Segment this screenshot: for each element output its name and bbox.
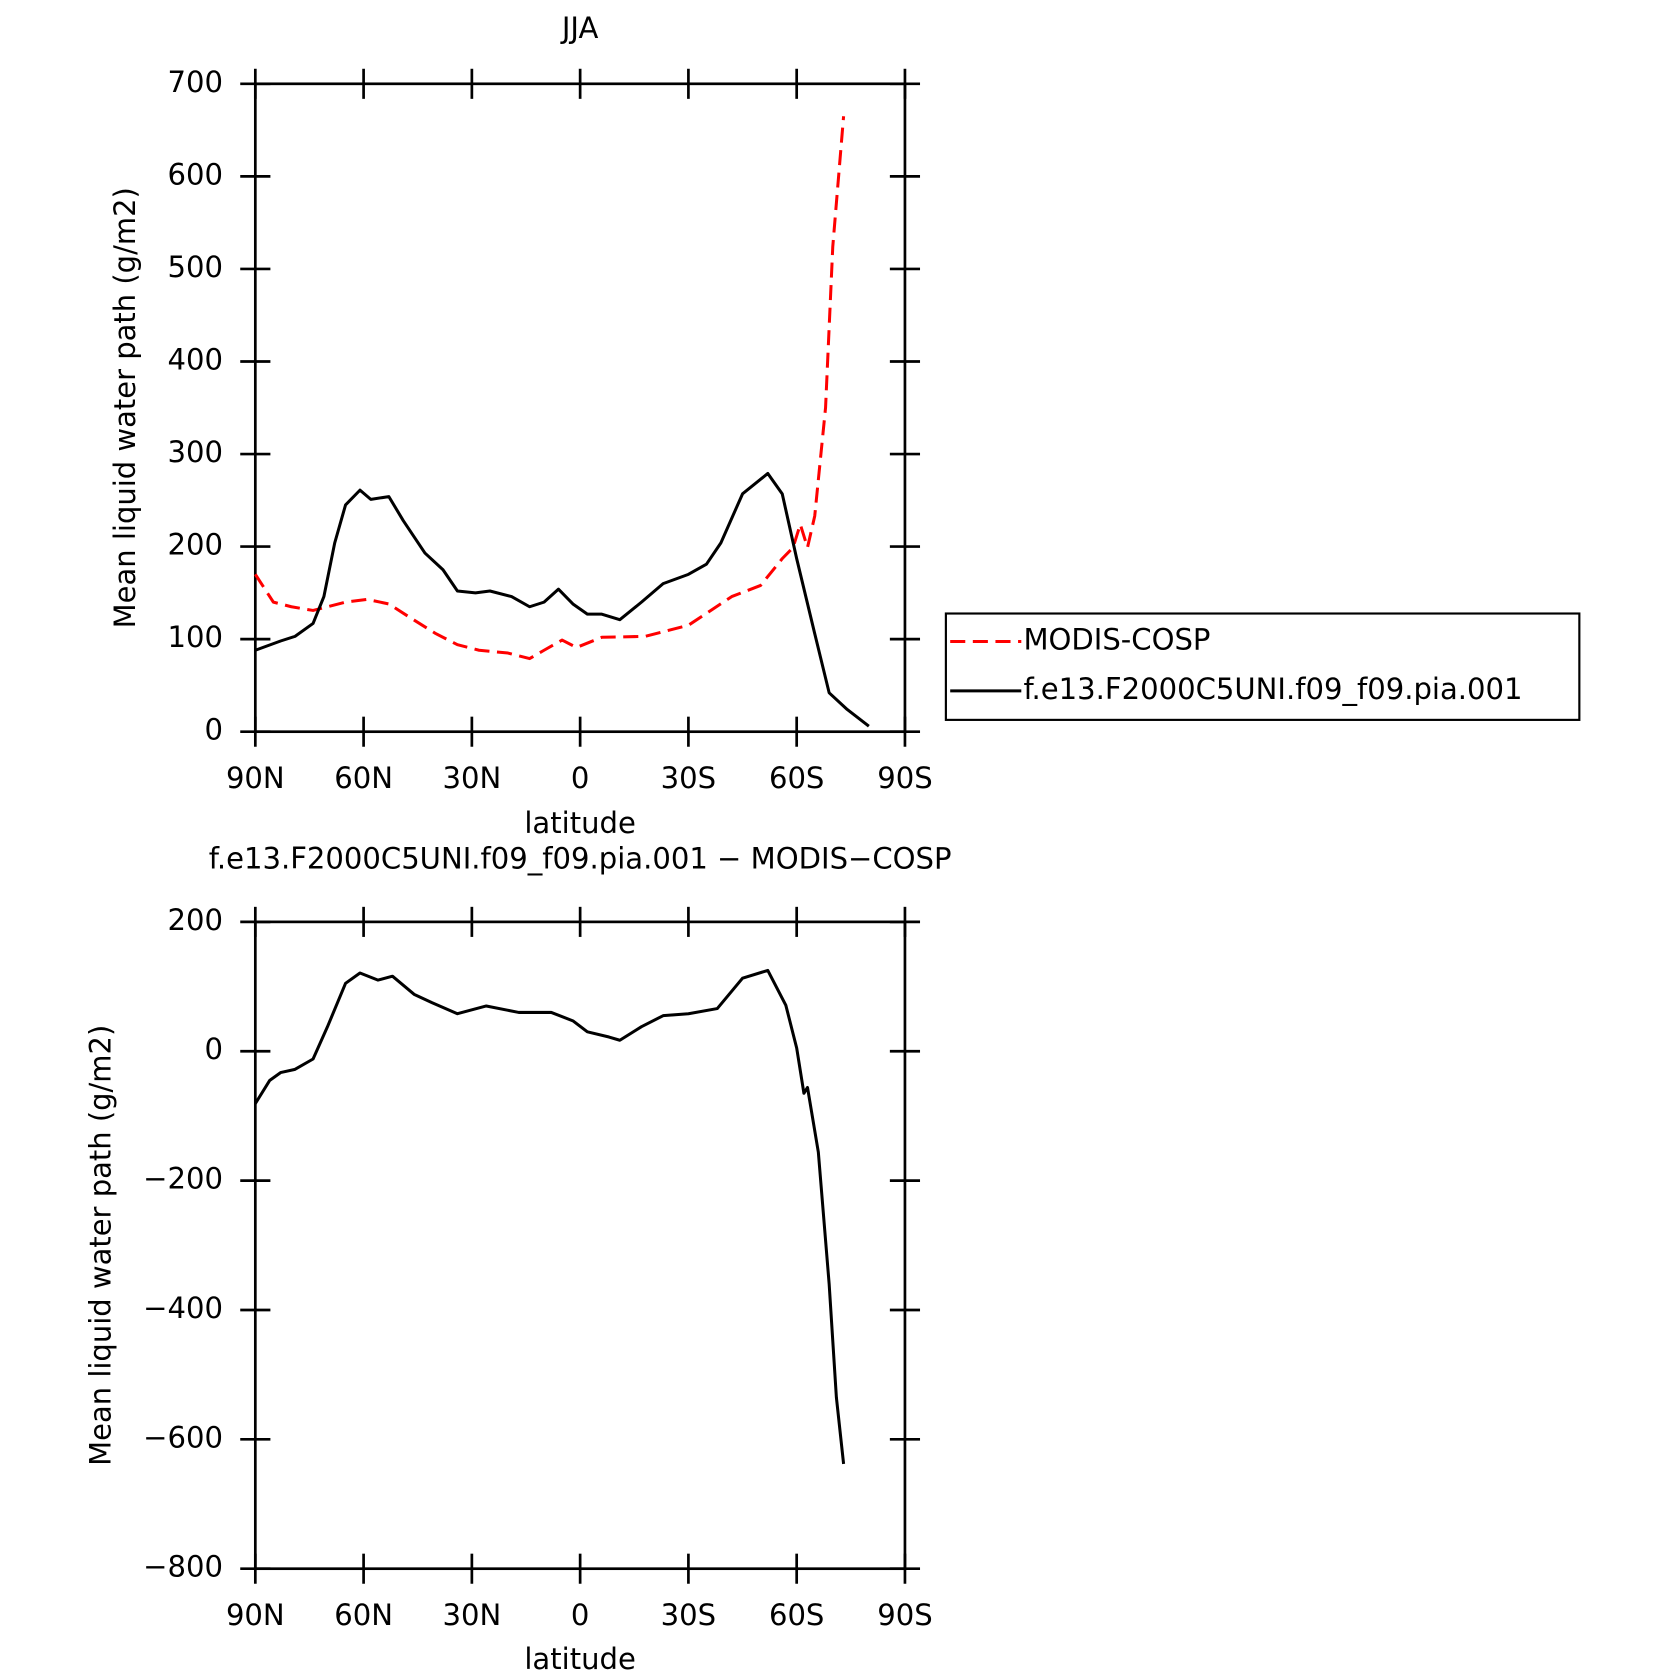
y-tick-label: −400 <box>143 1291 223 1325</box>
x-axis-label: latitude <box>524 806 636 840</box>
x-tick-label: 30N <box>442 1598 501 1632</box>
plot-frame <box>253 82 907 734</box>
y-tick-label: 300 <box>168 435 223 469</box>
y-tick-label: 0 <box>204 713 223 747</box>
y-tick-label: 600 <box>168 157 223 191</box>
y-tick-label: 700 <box>168 65 223 99</box>
x-tick-label: 90N <box>226 1598 285 1632</box>
y-axis-label: Mean liquid water path (g/m2) <box>83 1025 117 1466</box>
x-tick-label: 90S <box>877 761 932 795</box>
y-tick-label: −600 <box>143 1420 223 1454</box>
plot-frame <box>253 920 907 1571</box>
y-tick-label: 400 <box>168 343 223 377</box>
data-line <box>254 116 846 661</box>
x-tick-label: 60N <box>334 761 393 795</box>
legend-box <box>944 612 1581 721</box>
chart-title: JJA <box>560 11 599 45</box>
y-tick-label: 100 <box>168 620 223 654</box>
chart-title: f.e13.F2000C5UNI.f09_f09.pia.001 − MODIS… <box>209 842 952 876</box>
x-tick-label: 90S <box>877 1598 932 1632</box>
x-tick-label: 90N <box>226 761 285 795</box>
legend-label: MODIS-COSP <box>1023 622 1210 656</box>
x-tick-label: 60S <box>769 1598 824 1632</box>
data-line <box>254 968 846 1465</box>
x-tick-label: 0 <box>571 761 590 795</box>
y-tick-label: 200 <box>168 528 223 562</box>
x-tick-label: 30S <box>661 1598 716 1632</box>
x-axis-label: latitude <box>524 1642 636 1674</box>
x-tick-label: 60N <box>334 1598 393 1632</box>
x-tick-label: 60S <box>769 761 824 795</box>
y-tick-label: 200 <box>168 903 223 937</box>
y-tick-label: 0 <box>204 1032 223 1066</box>
y-tick-label: −800 <box>143 1550 223 1584</box>
y-axis-label: Mean liquid water path (g/m2) <box>108 187 142 628</box>
y-tick-label: −200 <box>143 1162 223 1196</box>
x-tick-label: 30N <box>442 761 501 795</box>
x-tick-label: 30S <box>661 761 716 795</box>
legend-label: f.e13.F2000C5UNI.f09_f09.pia.001 <box>1023 672 1522 706</box>
x-tick-label: 0 <box>571 1598 590 1632</box>
y-tick-label: 500 <box>168 250 223 284</box>
data-line <box>254 471 870 728</box>
